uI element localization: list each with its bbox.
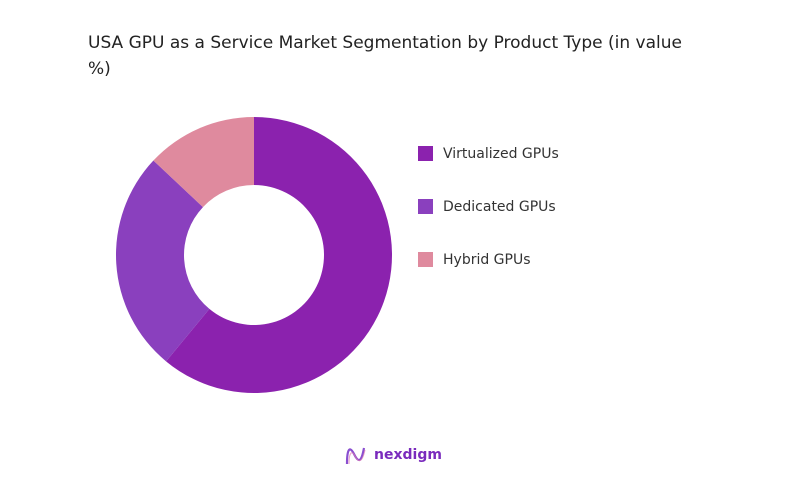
donut-slice-hybrid-gpus [153, 117, 254, 208]
legend-item-virtualized: Virtualized GPUs [418, 140, 559, 167]
brand-name: nexdigm [374, 447, 442, 463]
legend: Virtualized GPUs Dedicated GPUs Hybrid G… [418, 140, 559, 299]
legend-item-hybrid: Hybrid GPUs [418, 246, 559, 273]
legend-item-dedicated: Dedicated GPUs [418, 193, 559, 220]
donut-slice-virtualized-gpus [166, 117, 392, 394]
legend-label: Virtualized GPUs [443, 145, 559, 162]
legend-label: Hybrid GPUs [443, 251, 531, 268]
brand-logo: nexdigm [344, 444, 442, 466]
donut-slice-dedicated-gpus [115, 160, 210, 362]
chart-title: USA GPU as a Service Market Segmentation… [88, 33, 682, 79]
legend-swatch [418, 199, 433, 214]
legend-swatch [418, 146, 433, 161]
legend-label: Dedicated GPUs [443, 198, 556, 215]
nexdigm-logo-icon [345, 447, 366, 465]
legend-swatch [418, 252, 433, 267]
